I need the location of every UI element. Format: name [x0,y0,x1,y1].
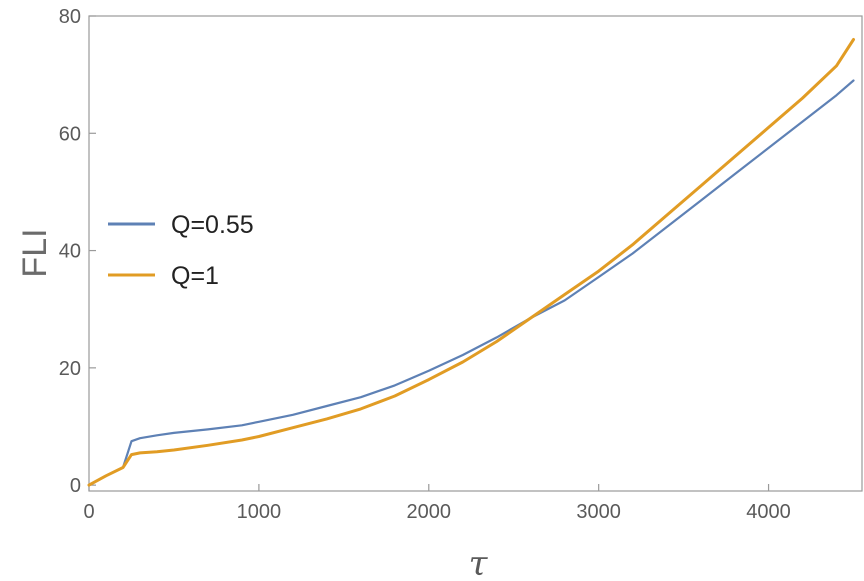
y-tick-label: 40 [59,241,81,263]
axis-ticks: 0 1000 2000 3000 4000 0 20 40 60 80 [59,6,791,523]
y-tick-label: 0 [70,475,81,497]
series-line-q1 [87,38,855,487]
series-line-q055 [87,79,855,487]
x-tick-label: 4000 [746,501,791,523]
x-tick-label: 3000 [576,501,621,523]
plot-frame [88,15,863,492]
x-axis-label: τ [469,544,489,581]
y-axis-label: FLI [16,228,54,277]
y-tick-label: 20 [59,358,81,380]
legend-label-q1: Q=1 [171,262,219,290]
y-tick-label: 60 [59,123,81,145]
legend-label-q055: Q=0.55 [171,211,254,239]
series-layer [87,38,855,487]
x-tick-label: 0 [83,501,94,523]
x-tick-label: 2000 [407,501,452,523]
y-tick-label: 80 [59,6,81,28]
x-tick-label: 1000 [237,501,282,523]
legend: Q=0.55 Q=1 [108,211,254,290]
